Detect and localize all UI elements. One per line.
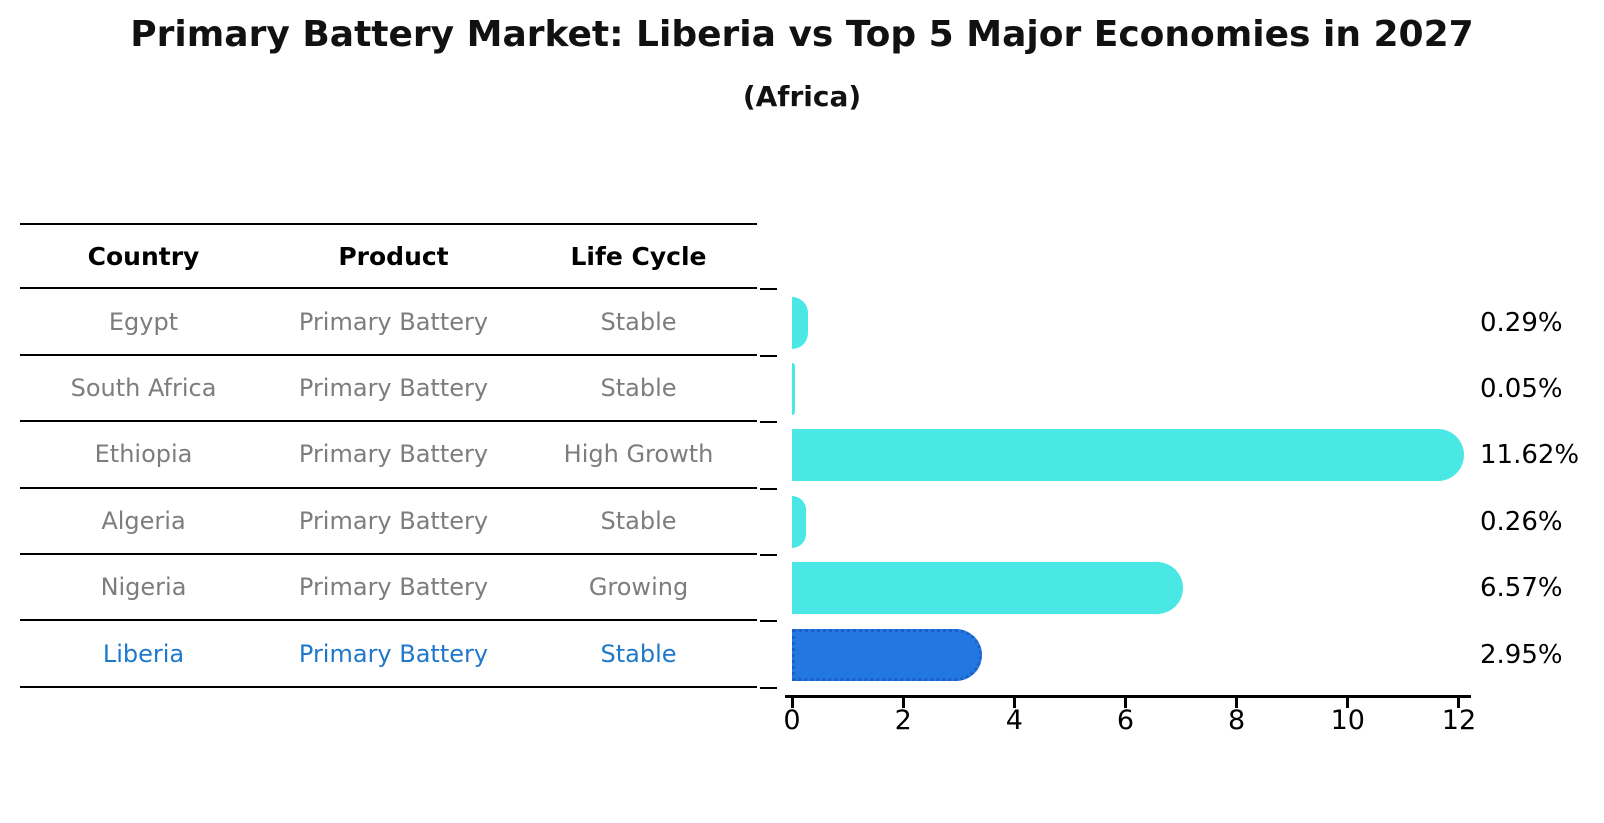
product-cell: Primary Battery [298,307,489,336]
col-header-life-cycle: Life Cycle [570,241,707,271]
product-cell: Primary Battery [298,440,489,469]
bar-algeria [792,495,807,548]
country-cell: South Africa [70,373,217,402]
y-axis-tick [760,288,777,291]
table-row: South Africa Primary Battery Stable [20,356,757,423]
y-axis-tick [760,487,777,490]
value-label: 6.57% [1480,573,1563,604]
x-tick-label: 10 [1330,705,1365,736]
life-cycle-cell: High Growth [563,440,714,469]
x-axis-tick [790,695,794,708]
x-tick-label: 6 [1116,705,1135,736]
x-tick-label: 8 [1228,705,1246,736]
x-axis-tick [1457,695,1461,708]
x-axis-tick [1346,695,1350,708]
bar-egypt [792,296,809,349]
country-cell: Nigeria [100,573,187,602]
page-subtitle: (Africa) [742,80,862,113]
table-row: Nigeria Primary Battery Growing [20,555,757,622]
life-cycle-cell: Stable [600,639,677,668]
country-cell: Egypt [108,307,179,336]
x-tick-label: 4 [1005,705,1023,736]
x-axis-tick [901,695,905,708]
y-axis-tick [760,421,777,424]
value-label: 0.26% [1480,506,1563,537]
x-axis-tick [1123,695,1127,708]
value-label: 2.95% [1480,639,1563,670]
product-cell: Primary Battery [298,373,489,402]
life-cycle-cell: Stable [600,373,677,402]
bar-south-africa [792,363,795,415]
country-cell: Algeria [101,506,186,535]
value-label: 0.29% [1480,307,1563,338]
x-axis-tick [1012,695,1016,708]
table-row: Algeria Primary Battery Stable [20,489,757,555]
y-axis-tick [760,620,777,623]
life-cycle-cell: Stable [600,307,677,336]
bar-liberia [792,628,982,681]
table-row: Ethiopia Primary Battery High Growth [20,422,757,489]
table-row: Egypt Primary Battery Stable [20,289,757,356]
table-header-row: Country Product Life Cycle [20,223,757,290]
value-label: 0.05% [1480,374,1563,404]
x-tick-label: 12 [1441,705,1477,736]
country-cell: Ethiopia [94,440,193,469]
bar-nigeria [792,562,1184,615]
life-cycle-cell: Growing [588,573,689,602]
y-axis-tick [760,554,777,556]
product-cell: Primary Battery [298,573,489,602]
x-tick-label: 0 [783,705,801,736]
bar-ethiopia [792,429,1464,482]
page-title: Primary Battery Market: Liberia vs Top 5… [130,14,1474,55]
col-header-product: Product [338,241,449,271]
product-cell: Primary Battery [298,506,489,535]
product-cell: Primary Battery [298,639,489,668]
y-axis-tick [760,354,777,357]
x-tick-label: 2 [894,705,912,736]
y-axis-tick [760,686,777,689]
col-header-country: Country [87,241,200,271]
country-cell: Liberia [102,639,185,668]
life-cycle-cell: Stable [600,506,677,535]
x-axis-line [785,695,1471,698]
value-label: 11.62% [1480,440,1580,471]
table-row-liberia: Liberia Primary Battery Stable [20,621,757,688]
x-axis-tick [1235,695,1239,708]
